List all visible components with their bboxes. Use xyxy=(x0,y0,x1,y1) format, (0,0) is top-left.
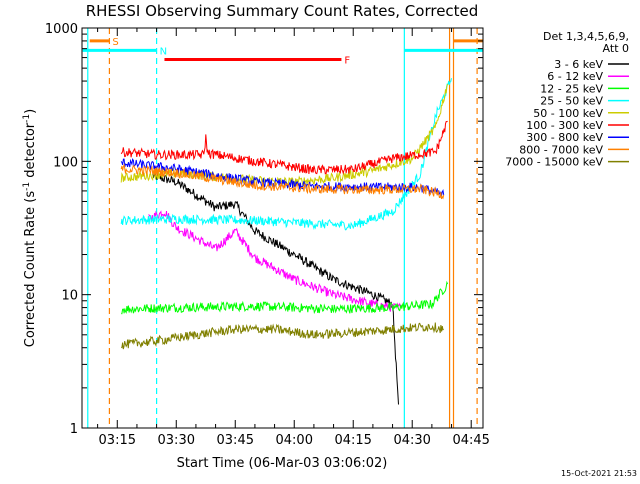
x-tick-label: 04:30 xyxy=(393,433,430,448)
legend-header-detectors: Det 1,3,4,5,6,9, xyxy=(543,30,629,43)
x-axis-label: Start Time (06-Mar-03 03:06:02) xyxy=(177,456,388,471)
legend-label: 7000 - 15000 keV xyxy=(505,156,603,169)
chart-title: RHESSI Observing Summary Count Rates, Co… xyxy=(86,2,479,20)
series-line-800-7000-kev xyxy=(120,163,445,200)
x-tick-label: 03:15 xyxy=(99,433,136,448)
y-tick-label: 10 xyxy=(61,289,78,304)
timestamp: 15-Oct-2021 21:53 xyxy=(561,469,637,478)
series-line-12-25-kev xyxy=(121,280,449,315)
legend-label: 3 - 6 keV xyxy=(554,58,603,71)
y-axis-label-part1: Corrected Count Rate (s xyxy=(23,191,38,348)
legend-label: 25 - 50 keV xyxy=(540,95,603,108)
legend-label: 12 - 25 keV xyxy=(540,82,603,95)
legend-label: 100 - 300 keV xyxy=(526,119,603,132)
x-tick-label: 04:15 xyxy=(334,433,371,448)
y-axis-label-part3: ) xyxy=(23,109,38,114)
x-tick-label: 03:45 xyxy=(217,433,254,448)
series-line-100-300-kev xyxy=(120,120,448,175)
series-line-3-6-kev xyxy=(152,171,399,405)
plot-frame xyxy=(81,27,484,429)
series-line-300-800-kev xyxy=(120,158,445,196)
y-tick-label: 1000 xyxy=(45,22,78,37)
x-tick-label: 04:00 xyxy=(276,433,313,448)
x-tick-label: 04:45 xyxy=(452,433,489,448)
x-tick-label: 03:30 xyxy=(158,433,195,448)
legend-label: 6 - 12 keV xyxy=(547,70,603,83)
y-axis-label-part2: detector xyxy=(23,122,38,182)
y-axis-label: Corrected Count Rate (s-1 detector-1) xyxy=(22,109,38,347)
y-tick-label: 1 xyxy=(70,422,78,437)
series-line-6-12-kev xyxy=(148,210,401,312)
series-line-7000-15000-kev xyxy=(121,322,444,350)
legend-header-attenuator: Att 0 xyxy=(603,42,629,55)
y-tick-label: 100 xyxy=(53,155,78,170)
y-axis-label-sup2: -1 xyxy=(22,114,32,123)
series-line-25-50-kev xyxy=(120,78,452,231)
flag-label-f: F xyxy=(344,56,350,67)
legend-label: 300 - 800 keV xyxy=(526,131,603,144)
flag-label-s: S xyxy=(112,37,118,48)
y-axis-label-sup1: -1 xyxy=(22,182,32,191)
legend-label: 50 - 100 keV xyxy=(533,107,603,120)
flag-label-n: N xyxy=(160,46,167,57)
legend-label: 800 - 7000 keV xyxy=(519,143,603,156)
